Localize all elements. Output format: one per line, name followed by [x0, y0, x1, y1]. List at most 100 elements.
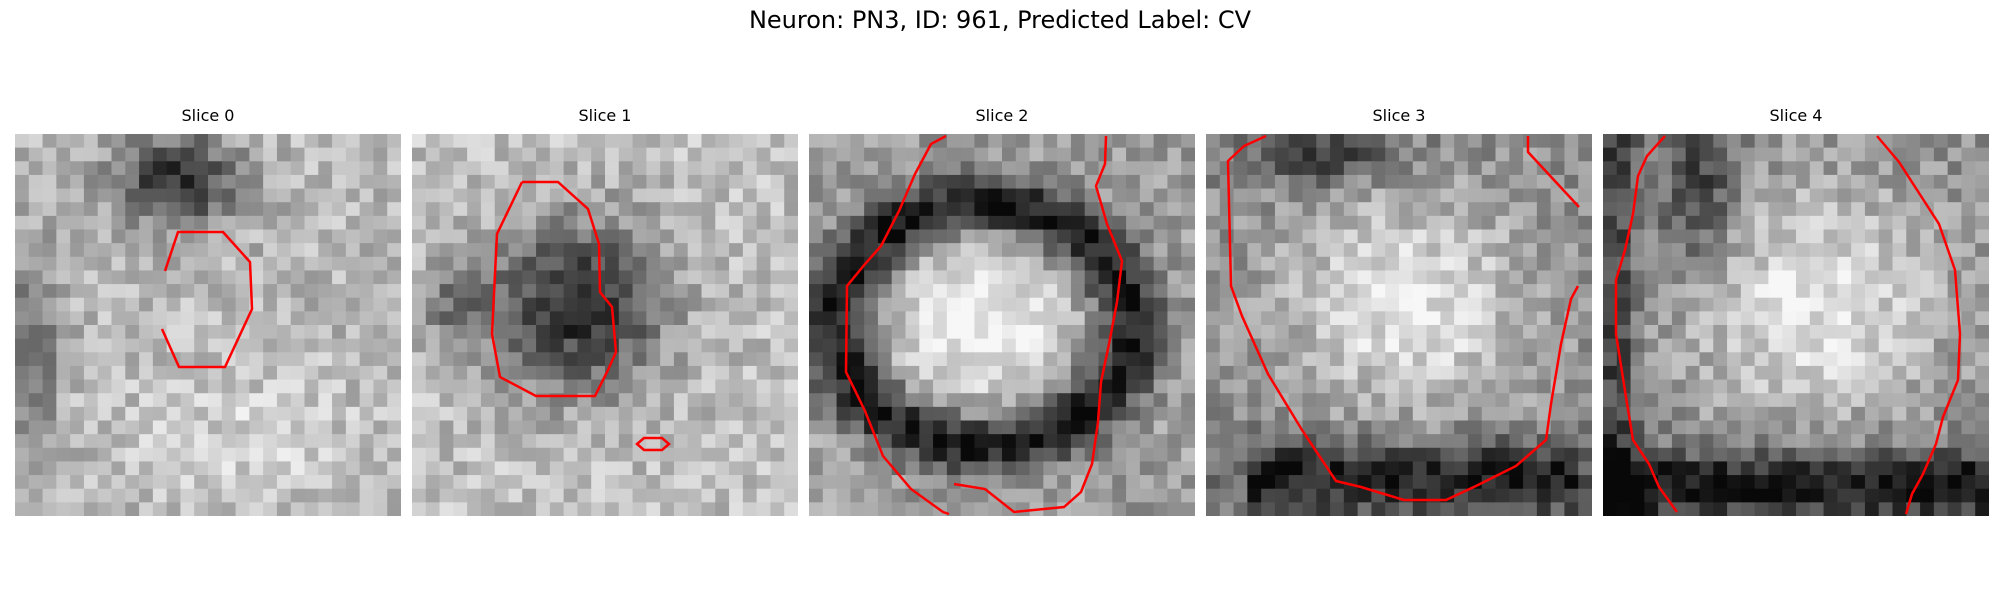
- pixel-cell: [660, 447, 675, 463]
- pixel-cell: [1864, 434, 1880, 449]
- pixel-cell: [152, 420, 168, 435]
- pixel-cell: [1961, 447, 1976, 463]
- pixel-cell: [480, 134, 496, 149]
- pixel-cell: [1288, 447, 1304, 463]
- pixel-cell: [453, 256, 468, 272]
- pixel-cell: [1302, 393, 1317, 408]
- pixel-cell: [1181, 393, 1195, 408]
- pixel-cell: [304, 188, 319, 203]
- pixel-cell: [412, 202, 427, 217]
- pixel-cell: [605, 161, 620, 176]
- pixel-cell: [28, 447, 44, 463]
- pixel-cell: [467, 174, 482, 190]
- pixel-cell: [332, 365, 347, 381]
- pixel-cell: [1920, 420, 1935, 435]
- pixel-cell: [180, 215, 195, 231]
- pixel-cell: [1616, 202, 1632, 217]
- pixel-cell: [276, 215, 292, 231]
- pixel-cell: [809, 379, 824, 394]
- pixel-cell: [387, 215, 401, 231]
- pixel-cell: [1385, 406, 1400, 422]
- pixel-cell: [1274, 338, 1290, 353]
- pixel-cell: [742, 352, 758, 367]
- pixel-cell: [1219, 434, 1235, 449]
- pixel-cell: [1878, 270, 1894, 285]
- pixel-cell: [345, 188, 361, 203]
- pixel-cell: [28, 284, 44, 299]
- pixel-cell: [919, 365, 934, 381]
- pixel-cell: [1578, 502, 1592, 516]
- pixel-cell: [467, 488, 482, 503]
- pixel-cell: [822, 202, 838, 217]
- pixel-cell: [332, 147, 347, 162]
- pixel-cell: [1933, 311, 1949, 326]
- pixel-cell: [1153, 393, 1169, 408]
- pixel-cell: [946, 202, 962, 217]
- pixel-cell: [1713, 188, 1728, 203]
- pixel-cell: [822, 352, 838, 367]
- pixel-cell: [1057, 461, 1072, 476]
- pixel-cell: [864, 284, 879, 299]
- pixel-cell: [1837, 502, 1852, 516]
- pixel-cell: [1864, 202, 1880, 217]
- pixel-cell: [111, 229, 126, 244]
- pixel-cell: [1630, 475, 1645, 490]
- pixel-cell: [345, 365, 361, 381]
- pixel-cell: [1357, 447, 1373, 463]
- pixel-cell: [1261, 447, 1276, 463]
- pixel-cell: [646, 488, 661, 503]
- pixel-cell: [304, 447, 319, 463]
- pixel-cell: [1768, 284, 1783, 299]
- pixel-cell: [618, 420, 634, 435]
- pixel-cell: [1851, 215, 1866, 231]
- pixel-cell: [891, 256, 907, 272]
- pixel-cell: [974, 420, 989, 435]
- pixel-cell: [1740, 420, 1756, 435]
- pixel-cell: [1206, 161, 1221, 176]
- pixel-cell: [15, 379, 30, 394]
- pixel-cell: [618, 352, 634, 367]
- pixel-cell: [1536, 256, 1552, 272]
- pixel-cell: [345, 243, 361, 258]
- pixel-cell: [1892, 229, 1907, 244]
- pixel-cell: [1823, 461, 1838, 476]
- pixel-cell: [1084, 352, 1100, 367]
- pixel-cell: [194, 488, 209, 503]
- pixel-cell: [1219, 325, 1235, 340]
- pixel-cell: [1385, 134, 1400, 149]
- pixel-cell: [1440, 352, 1455, 367]
- pixel-cell: [1112, 434, 1127, 449]
- pixel-cell: [42, 434, 57, 449]
- pixel-cell: [70, 325, 85, 340]
- pixel-cell: [974, 256, 989, 272]
- pixel-cell: [276, 325, 292, 340]
- pixel-cell: [439, 379, 454, 394]
- pixel-cell: [1578, 447, 1592, 463]
- pixel-cell: [97, 147, 113, 162]
- pixel-cell: [784, 161, 798, 176]
- pixel-cell: [1823, 475, 1838, 490]
- pixel-cell: [1920, 311, 1935, 326]
- pixel-cell: [1796, 147, 1811, 162]
- pixel-cell: [522, 243, 537, 258]
- pixel-cell: [960, 134, 976, 149]
- pixel-cell: [208, 284, 223, 299]
- pixel-cell: [618, 502, 634, 516]
- pixel-cell: [1671, 202, 1687, 217]
- pixel-cell: [139, 420, 154, 435]
- pixel-cell: [919, 502, 934, 516]
- pixel-cell: [563, 297, 579, 312]
- pixel-cell: [591, 174, 606, 190]
- pixel-cell: [1975, 352, 1989, 367]
- pixel-cell: [1261, 202, 1276, 217]
- pixel-cell: [784, 243, 798, 258]
- pixel-cell: [1616, 475, 1632, 490]
- pixel-cell: [1603, 406, 1618, 422]
- pixel-cell: [1892, 325, 1907, 340]
- pixel-cell: [249, 174, 264, 190]
- pixel-cell: [1070, 393, 1086, 408]
- pixel-cell: [1851, 270, 1866, 285]
- pixel-cell: [687, 284, 703, 299]
- pixel-cell: [1796, 488, 1811, 503]
- pixel-cell: [850, 420, 865, 435]
